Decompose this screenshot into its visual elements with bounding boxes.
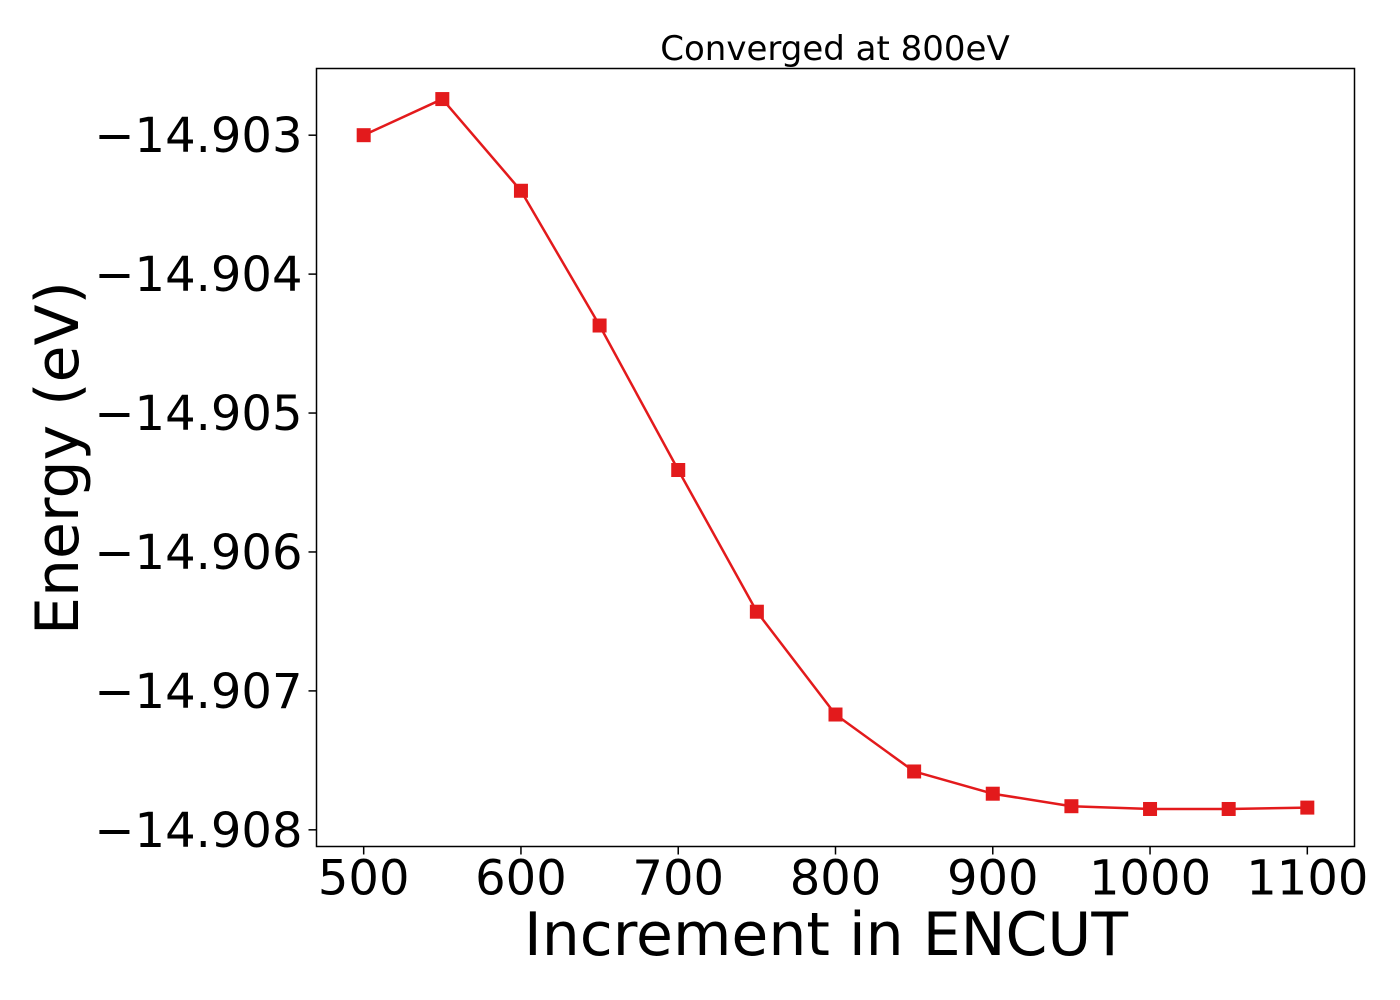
x-tick-label: 500 (318, 851, 410, 907)
y-axis-label: Energy (eV) (23, 281, 93, 635)
data-point (356, 128, 371, 143)
data-point (985, 786, 1000, 801)
data-point (513, 183, 528, 198)
y-tick-label: −14.907 (94, 664, 302, 720)
plot-layer (356, 92, 1315, 816)
y-tick-label: −14.905 (94, 386, 302, 442)
axes-layer: 500 600 700 800 900 1000 1100 −14.903 −14.904 −14… (94, 108, 1368, 906)
chart-title: Converged at 800eV (660, 29, 1009, 69)
data-point (592, 318, 607, 333)
y-tick-label: −14.906 (94, 525, 302, 581)
x-tick-label: 1100 (1246, 851, 1368, 907)
data-point (828, 707, 843, 722)
x-axis-label: Increment in ENCUT (524, 900, 1128, 970)
y-tick-label: −14.903 (94, 108, 302, 164)
data-point (1300, 800, 1315, 815)
data-point (749, 604, 764, 619)
y-tick-label: −14.904 (94, 247, 302, 303)
y-tick-label: −14.908 (94, 803, 302, 859)
data-point (671, 463, 686, 478)
data-point (1143, 801, 1158, 816)
data-point (1221, 801, 1236, 816)
data-point (435, 92, 450, 107)
x-tick-label: 700 (632, 851, 724, 907)
data-point (1064, 799, 1079, 814)
x-tick-label: 600 (475, 851, 567, 907)
data-point (907, 764, 922, 779)
x-tick-label: 1000 (1089, 851, 1211, 907)
x-tick-label: 900 (947, 851, 1039, 907)
x-tick-label: 800 (790, 851, 882, 907)
